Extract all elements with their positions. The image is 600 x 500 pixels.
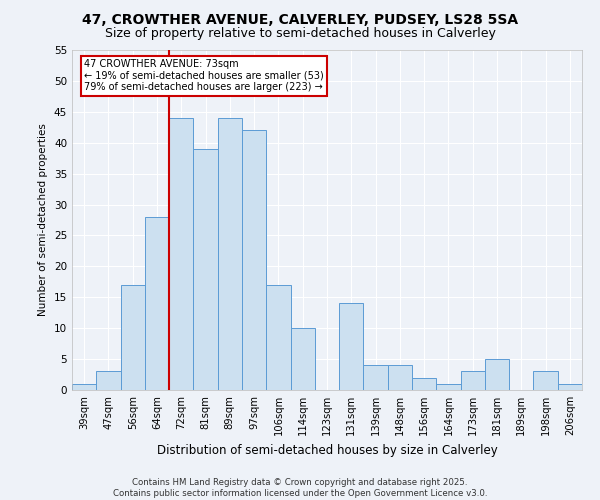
- Text: 47 CROWTHER AVENUE: 73sqm
← 19% of semi-detached houses are smaller (53)
79% of : 47 CROWTHER AVENUE: 73sqm ← 19% of semi-…: [84, 60, 324, 92]
- Text: 47, CROWTHER AVENUE, CALVERLEY, PUDSEY, LS28 5SA: 47, CROWTHER AVENUE, CALVERLEY, PUDSEY, …: [82, 12, 518, 26]
- X-axis label: Distribution of semi-detached houses by size in Calverley: Distribution of semi-detached houses by …: [157, 444, 497, 456]
- Bar: [290, 328, 315, 390]
- Bar: [364, 366, 388, 390]
- Bar: [388, 366, 412, 390]
- Bar: [242, 130, 266, 390]
- Bar: [218, 118, 242, 390]
- Bar: [193, 149, 218, 390]
- Bar: [461, 372, 485, 390]
- Bar: [96, 372, 121, 390]
- Bar: [436, 384, 461, 390]
- Bar: [339, 304, 364, 390]
- Bar: [121, 285, 145, 390]
- Bar: [266, 285, 290, 390]
- Bar: [145, 217, 169, 390]
- Text: Contains HM Land Registry data © Crown copyright and database right 2025.
Contai: Contains HM Land Registry data © Crown c…: [113, 478, 487, 498]
- Bar: [412, 378, 436, 390]
- Text: Size of property relative to semi-detached houses in Calverley: Size of property relative to semi-detach…: [104, 28, 496, 40]
- Y-axis label: Number of semi-detached properties: Number of semi-detached properties: [38, 124, 49, 316]
- Bar: [72, 384, 96, 390]
- Bar: [485, 359, 509, 390]
- Bar: [169, 118, 193, 390]
- Bar: [558, 384, 582, 390]
- Bar: [533, 372, 558, 390]
